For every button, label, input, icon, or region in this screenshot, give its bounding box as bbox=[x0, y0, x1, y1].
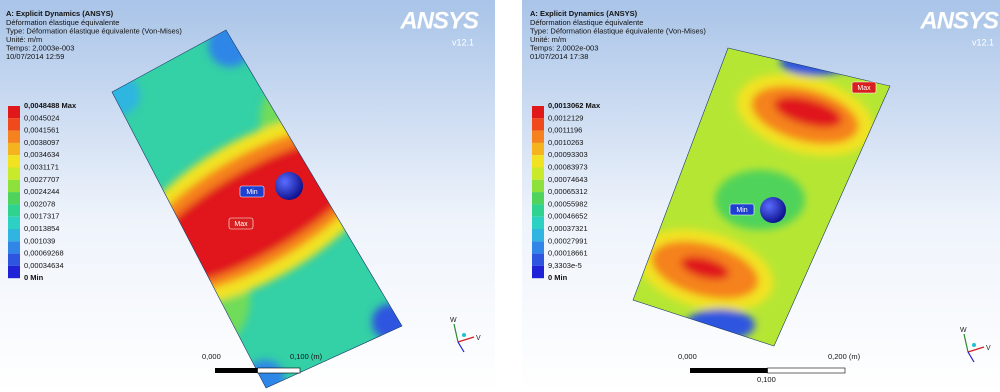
legend-label: 0,00037321 bbox=[548, 224, 588, 233]
legend-band bbox=[8, 168, 20, 180]
legend-label: 0,0010263 bbox=[548, 138, 583, 147]
legend-label: 0,00018661 bbox=[548, 249, 588, 258]
legend-band bbox=[8, 229, 20, 241]
legend-label: 0,001039 bbox=[24, 236, 55, 245]
legend-label: 0,00074643 bbox=[548, 175, 588, 184]
legend-band bbox=[532, 217, 544, 229]
result-info: 01/07/2014 17:38 bbox=[530, 52, 588, 61]
result-title: A: Explicit Dynamics (ANSYS) bbox=[6, 9, 114, 18]
legend-band bbox=[532, 155, 544, 167]
legend-band bbox=[532, 204, 544, 216]
legend-label: 0,00065312 bbox=[548, 187, 588, 196]
scale-label: 0,000 bbox=[202, 352, 221, 361]
legend-band bbox=[8, 266, 20, 278]
legend-label: 0,00083973 bbox=[548, 162, 588, 171]
probe-label: Min bbox=[736, 207, 747, 214]
legend-label: 0,0013854 bbox=[24, 224, 59, 233]
scale-bar bbox=[215, 368, 258, 373]
triad-label: V bbox=[476, 335, 481, 342]
version: v12.1 bbox=[452, 37, 474, 47]
scale-label: 0,100 (m) bbox=[290, 352, 323, 361]
legend-label: 0,0031171 bbox=[24, 162, 59, 171]
legend-label: 0,00055982 bbox=[548, 199, 588, 208]
scale-bar bbox=[258, 368, 301, 373]
triad-label: W bbox=[960, 327, 967, 334]
legend-label: 0,00046652 bbox=[548, 212, 588, 221]
legend-label: 0,002078 bbox=[24, 199, 55, 208]
legend-band bbox=[8, 118, 20, 130]
legend-band bbox=[8, 241, 20, 253]
probe-label: Max bbox=[857, 85, 871, 92]
legend-label: 0,00034634 bbox=[24, 261, 64, 270]
screenshot: A: Explicit Dynamics (ANSYS)Déformation … bbox=[0, 0, 1000, 392]
legend-label: 0,0012129 bbox=[548, 113, 583, 122]
legend-label: 0,00093303 bbox=[548, 150, 588, 159]
scale-bar bbox=[768, 368, 846, 373]
scale-bar bbox=[690, 368, 768, 373]
legend-label: 0 Min bbox=[24, 273, 44, 282]
legend-band bbox=[532, 106, 544, 118]
legend-band bbox=[532, 241, 544, 253]
legend-label: 0,0045024 bbox=[24, 113, 59, 122]
version: v12.1 bbox=[972, 37, 994, 47]
probe-label: Max bbox=[234, 221, 248, 228]
legend-label: 0,0011196 bbox=[548, 126, 582, 135]
impactor bbox=[275, 172, 303, 200]
legend-band bbox=[8, 254, 20, 266]
legend-label: 0,0017317 bbox=[24, 212, 59, 221]
triad-label: V bbox=[986, 345, 991, 352]
legend-band bbox=[532, 118, 544, 130]
legend-label: 9,3303e-5 bbox=[548, 261, 582, 270]
probe-label: Min bbox=[246, 189, 257, 196]
legend-label: 0,00027991 bbox=[548, 236, 588, 245]
scale-label: 0,200 (m) bbox=[828, 352, 861, 361]
legend-band bbox=[532, 192, 544, 204]
legend-label: 0,0013062 Max bbox=[548, 101, 601, 110]
legend-band bbox=[8, 204, 20, 216]
legend-label: 0,0048488 Max bbox=[24, 101, 77, 110]
result-title: A: Explicit Dynamics (ANSYS) bbox=[530, 9, 638, 18]
legend-label: 0 Min bbox=[548, 273, 568, 282]
legend-band bbox=[8, 131, 20, 143]
legend-band bbox=[532, 131, 544, 143]
legend-label: 0,0041561 bbox=[24, 126, 59, 135]
scale-label: 0,000 bbox=[678, 352, 697, 361]
scale-label: 0,100 bbox=[757, 375, 776, 384]
legend-band bbox=[532, 168, 544, 180]
legend-band bbox=[532, 254, 544, 266]
legend-band bbox=[532, 180, 544, 192]
legend-label: 0,0034634 bbox=[24, 150, 59, 159]
legend-band bbox=[532, 229, 544, 241]
legend-label: 0,0024244 bbox=[24, 187, 59, 196]
legend-label: 0,0027707 bbox=[24, 175, 59, 184]
triad-origin bbox=[462, 333, 466, 337]
legend-band bbox=[8, 106, 20, 118]
legend-band bbox=[8, 155, 20, 167]
legend-band bbox=[8, 192, 20, 204]
result-info: 10/07/2014 12:59 bbox=[6, 52, 64, 61]
legend-band bbox=[532, 143, 544, 155]
legend-label: 0,00069268 bbox=[24, 249, 64, 258]
ansys-logo: ANSYS bbox=[399, 7, 479, 34]
legend-band bbox=[8, 143, 20, 155]
impactor bbox=[760, 197, 786, 223]
legend-band bbox=[8, 217, 20, 229]
legend-label: 0,0038097 bbox=[24, 138, 59, 147]
legend-band bbox=[8, 180, 20, 192]
triad-origin bbox=[972, 343, 976, 347]
triad-label: W bbox=[450, 317, 457, 324]
legend-band bbox=[532, 266, 544, 278]
ansys-logo: ANSYS bbox=[919, 7, 999, 34]
